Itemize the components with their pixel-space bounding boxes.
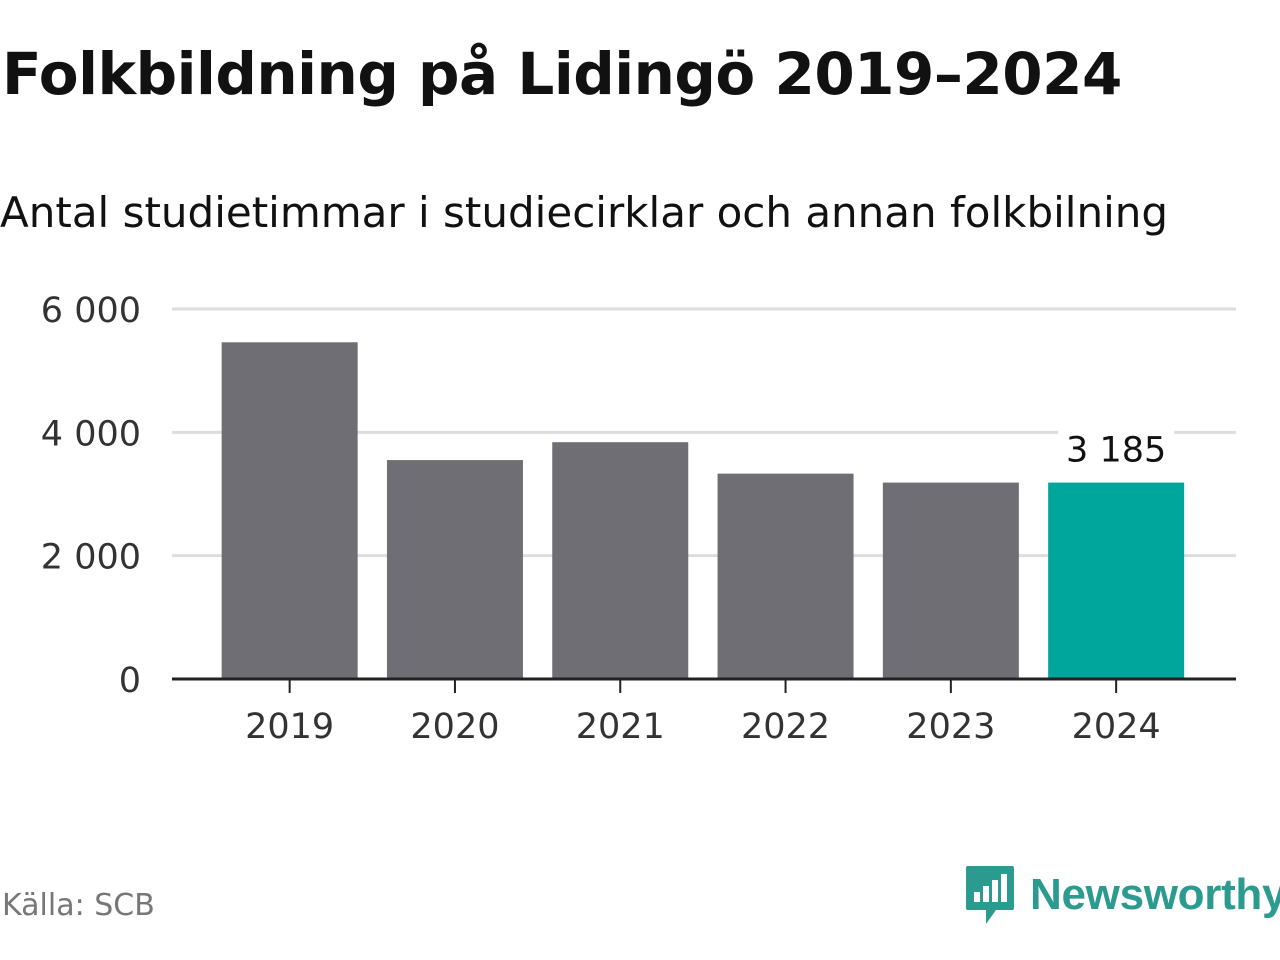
bar <box>552 442 689 679</box>
y-tick-label: 4 000 <box>41 414 141 454</box>
x-tick-label: 2019 <box>245 707 334 747</box>
bar <box>386 460 523 679</box>
x-axis <box>172 677 1236 693</box>
data-label: 3 185 <box>1066 431 1166 471</box>
bar <box>717 473 854 679</box>
chart-title: Folkbildning på Lidingö 2019–2024 <box>2 40 1122 108</box>
x-axis-tick-labels: 2019 2020 2021 2022 2023 2024 <box>245 707 1161 747</box>
y-axis-tick-labels: 0 2 000 4 000 6 000 <box>41 291 141 701</box>
brand-name: Newsworthy <box>1030 870 1280 919</box>
source-note: Källa: SCB <box>2 888 155 923</box>
bar <box>221 342 358 679</box>
chart-subtitle: Antal studietimmar i studiecirklar och a… <box>0 188 1169 237</box>
y-tick-label: 6 000 <box>41 291 141 331</box>
x-tick-label: 2021 <box>576 707 665 747</box>
x-tick-label: 2022 <box>741 707 830 747</box>
newsworthy-logo-icon <box>966 866 1014 924</box>
bar <box>1048 482 1185 679</box>
x-tick-label: 2024 <box>1072 707 1161 747</box>
y-tick-label: 2 000 <box>41 538 141 578</box>
brand-logo: Newsworthy <box>964 864 1280 926</box>
x-tick-label: 2023 <box>906 707 995 747</box>
x-tick-label: 2020 <box>410 707 499 747</box>
bars <box>221 342 1185 679</box>
data-labels: 3 185 <box>1058 428 1175 471</box>
data-label-background <box>1058 428 1175 469</box>
bar <box>882 482 1019 679</box>
y-tick-label: 0 <box>119 661 141 701</box>
